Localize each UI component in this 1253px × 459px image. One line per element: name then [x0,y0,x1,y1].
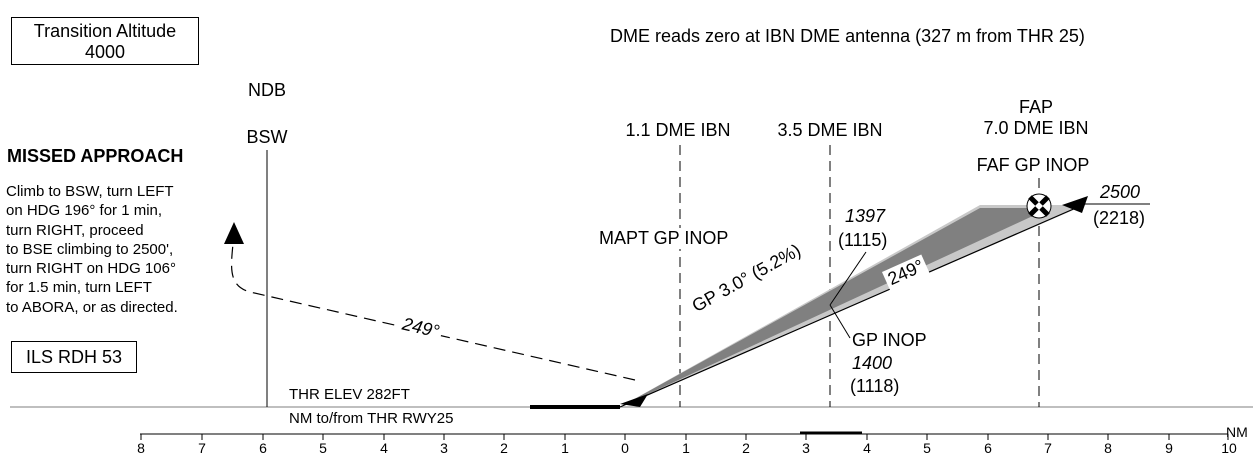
missed-approach-line: turn RIGHT, proceed [6,221,144,239]
threshold-elevation: THR ELEV 282FT [289,386,410,403]
threshold-reference: NM to/from THR RWY25 [289,410,454,427]
faf-cross-icon [1026,193,1052,219]
dme-7-0-label: 7.0 DME IBN [979,118,1093,139]
fap-label: FAP [1014,97,1058,118]
gp-inop-label: GP INOP [852,330,927,350]
dme-note: DME reads zero at IBN DME antenna (327 m… [610,26,1085,46]
transition-altitude-label: Transition Altitude [33,21,177,41]
missed-approach-path [231,231,636,381]
fap-height: (2218) [1093,208,1146,228]
transition-altitude-box: Transition Altitude 4000 [11,17,199,65]
scale-tick-label: 4 [863,440,871,456]
dme35-height: (1115) [838,230,888,250]
missed-approach-line: for 1.5 min, turn LEFT [6,279,152,297]
glideslope-wedge [620,208,1050,407]
gpinop-leader [829,304,851,339]
scale-tick-label: 3 [440,440,448,456]
missed-approach-instructions: Climb to BSW, turn LEFT on HDG 196° for … [6,182,242,317]
scale-tick-label: 7 [1044,440,1052,456]
scale-tick-label: 5 [319,440,327,456]
scale-tick-label: 9 [1165,440,1173,456]
scale-tick-label: 1 [682,440,690,456]
faf-gp-inop-label: FAF GP INOP [972,155,1094,176]
scale-unit-label: NM [1226,424,1248,440]
dme-1-1-label: 1.1 DME IBN [621,120,735,141]
missed-approach-title: MISSED APPROACH [7,146,184,166]
glidepath-line [619,203,1086,408]
ils-rdh-label: ILS RDH 53 [25,347,123,367]
fap-altitude: 2500 [1100,182,1141,202]
missed-approach-line: turn RIGHT on HDG 106° [6,260,176,278]
scale-tick-label: 2 [500,440,508,456]
missed-approach-line: to BSE climbing to 2500', [6,240,174,258]
scale-tick-label: 5 [923,440,931,456]
mapt-gp-inop-label: MAPT GP INOP [595,228,733,249]
ndb-label: NDB [243,80,291,101]
scale-tick-label: 6 [259,440,267,456]
missed-approach-line: to ABORA, or as directed. [6,298,178,316]
dme35-altitude: 1397 [845,206,886,226]
gp-inop-height: (1118) [850,376,900,396]
scale-tick-label: 8 [137,440,145,456]
scale-tick-label: 10 [1221,440,1237,456]
scale-ticks [140,434,1229,440]
scale-tick-label: 8 [1104,440,1112,456]
scale-tick-label: 0 [621,440,629,456]
ils-rdh-box: ILS RDH 53 [11,341,137,373]
fap-arrowhead [1062,196,1088,213]
scale-tick-label: 1 [561,440,569,456]
scale-tick-label: 3 [802,440,810,456]
dme35-leader [829,251,867,306]
bsw-label: BSW [242,127,292,148]
runway-arrowhead [620,394,648,407]
transition-altitude-value: 4000 [84,42,126,62]
missed-approach-line: on HDG 196° for 1 min, [6,202,163,220]
missed-approach-line: Climb to BSW, turn LEFT [6,183,174,200]
scale-tick-label: 7 [198,440,206,456]
gp-inop-altitude: 1400 [852,353,893,373]
scale-tick-label: 2 [742,440,750,456]
scale-tick-label: 6 [984,440,992,456]
dme-3-5-label: 3.5 DME IBN [773,120,887,141]
missed-approach-arrowhead [224,222,244,244]
scale-tick-label: 4 [380,440,388,456]
